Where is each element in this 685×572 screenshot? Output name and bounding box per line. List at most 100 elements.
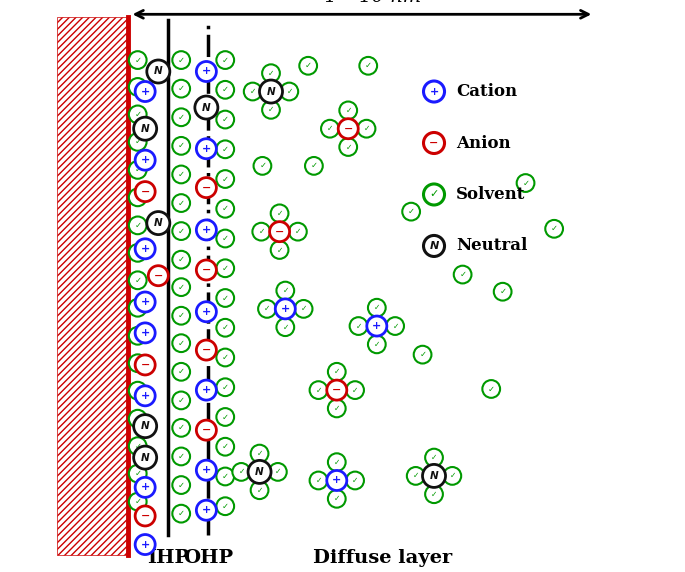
Circle shape — [216, 230, 234, 247]
Text: ✓: ✓ — [135, 137, 142, 146]
Circle shape — [216, 170, 234, 188]
Text: −: − — [140, 511, 150, 521]
Text: +: + — [202, 144, 211, 154]
Text: ✓: ✓ — [135, 442, 142, 451]
Text: ✓: ✓ — [374, 340, 380, 349]
Circle shape — [129, 217, 147, 235]
Text: ✓: ✓ — [135, 303, 142, 312]
Circle shape — [173, 194, 190, 212]
Text: ✓: ✓ — [222, 264, 229, 273]
Text: ✓: ✓ — [178, 227, 185, 236]
Text: ✓: ✓ — [135, 497, 142, 506]
Circle shape — [216, 408, 234, 426]
Circle shape — [216, 260, 234, 277]
Text: ✓: ✓ — [178, 367, 185, 376]
Text: Solvent: Solvent — [456, 186, 525, 203]
Text: ✓: ✓ — [364, 124, 370, 133]
Text: ✓: ✓ — [222, 353, 229, 362]
Text: ✓: ✓ — [334, 458, 340, 467]
Text: ✓: ✓ — [222, 55, 229, 65]
Text: +: + — [202, 465, 211, 475]
Text: ✓: ✓ — [222, 115, 229, 124]
Text: ✓: ✓ — [432, 453, 438, 462]
Text: +: + — [140, 297, 150, 307]
Text: ✓: ✓ — [238, 467, 245, 476]
Text: ✓: ✓ — [269, 105, 275, 114]
Text: +: + — [202, 505, 211, 515]
Text: ✓: ✓ — [222, 204, 229, 213]
Text: ✓: ✓ — [282, 323, 289, 332]
Circle shape — [232, 463, 250, 480]
Text: ✓: ✓ — [178, 141, 185, 150]
Text: N: N — [141, 421, 149, 431]
Text: N: N — [256, 467, 264, 477]
Text: ✓: ✓ — [178, 113, 185, 122]
Text: −: − — [344, 124, 353, 134]
Text: ✓: ✓ — [135, 221, 142, 230]
Circle shape — [197, 302, 216, 321]
Circle shape — [360, 57, 377, 74]
Circle shape — [197, 420, 216, 440]
Circle shape — [147, 60, 170, 83]
Text: ✓: ✓ — [135, 165, 142, 174]
Text: −: − — [332, 385, 341, 395]
Text: +: + — [140, 391, 150, 401]
Text: ✓: ✓ — [222, 174, 229, 184]
Circle shape — [271, 205, 288, 222]
Circle shape — [253, 157, 271, 175]
Circle shape — [328, 363, 346, 381]
Circle shape — [216, 379, 234, 396]
Text: ✓: ✓ — [429, 189, 438, 200]
Circle shape — [197, 62, 216, 81]
Circle shape — [346, 471, 364, 490]
Text: ✓: ✓ — [135, 414, 142, 423]
Circle shape — [262, 65, 280, 82]
Circle shape — [216, 111, 234, 129]
Circle shape — [129, 464, 147, 483]
Circle shape — [545, 220, 563, 238]
Circle shape — [129, 437, 147, 455]
Text: ✓: ✓ — [135, 276, 142, 285]
Circle shape — [321, 120, 339, 137]
Text: ✓: ✓ — [264, 304, 271, 313]
Text: N: N — [154, 218, 162, 228]
Circle shape — [134, 117, 157, 140]
Circle shape — [368, 335, 386, 353]
Circle shape — [129, 133, 147, 150]
Circle shape — [216, 200, 234, 217]
Text: ✓: ✓ — [316, 386, 322, 395]
Text: ✓: ✓ — [222, 383, 229, 392]
Text: ✓: ✓ — [260, 161, 266, 170]
Text: ✓: ✓ — [178, 311, 185, 320]
Circle shape — [295, 300, 312, 318]
Circle shape — [173, 251, 190, 268]
Circle shape — [129, 272, 147, 289]
Text: N: N — [429, 241, 438, 251]
Circle shape — [129, 299, 147, 316]
Circle shape — [494, 283, 512, 301]
Text: ✓: ✓ — [419, 350, 427, 359]
Text: OHP: OHP — [183, 549, 233, 567]
Text: ✓: ✓ — [301, 304, 308, 313]
Text: ✓: ✓ — [257, 449, 263, 458]
Text: ✓: ✓ — [222, 145, 229, 154]
Text: +: + — [202, 385, 211, 395]
Circle shape — [149, 265, 169, 285]
Text: ✓: ✓ — [135, 248, 142, 257]
Circle shape — [135, 323, 155, 343]
Text: +: + — [202, 307, 211, 317]
Text: −: − — [153, 271, 163, 281]
Circle shape — [173, 137, 190, 154]
Circle shape — [129, 161, 147, 178]
Text: ✓: ✓ — [282, 286, 289, 295]
Circle shape — [216, 289, 234, 307]
Circle shape — [129, 244, 147, 261]
Text: ✓: ✓ — [393, 321, 399, 331]
Circle shape — [129, 51, 147, 69]
Text: ✓: ✓ — [488, 384, 495, 394]
Text: ✓: ✓ — [449, 471, 456, 480]
Text: ✓: ✓ — [258, 227, 265, 236]
Text: ✓: ✓ — [551, 224, 558, 233]
Circle shape — [289, 223, 307, 240]
Circle shape — [366, 316, 387, 336]
